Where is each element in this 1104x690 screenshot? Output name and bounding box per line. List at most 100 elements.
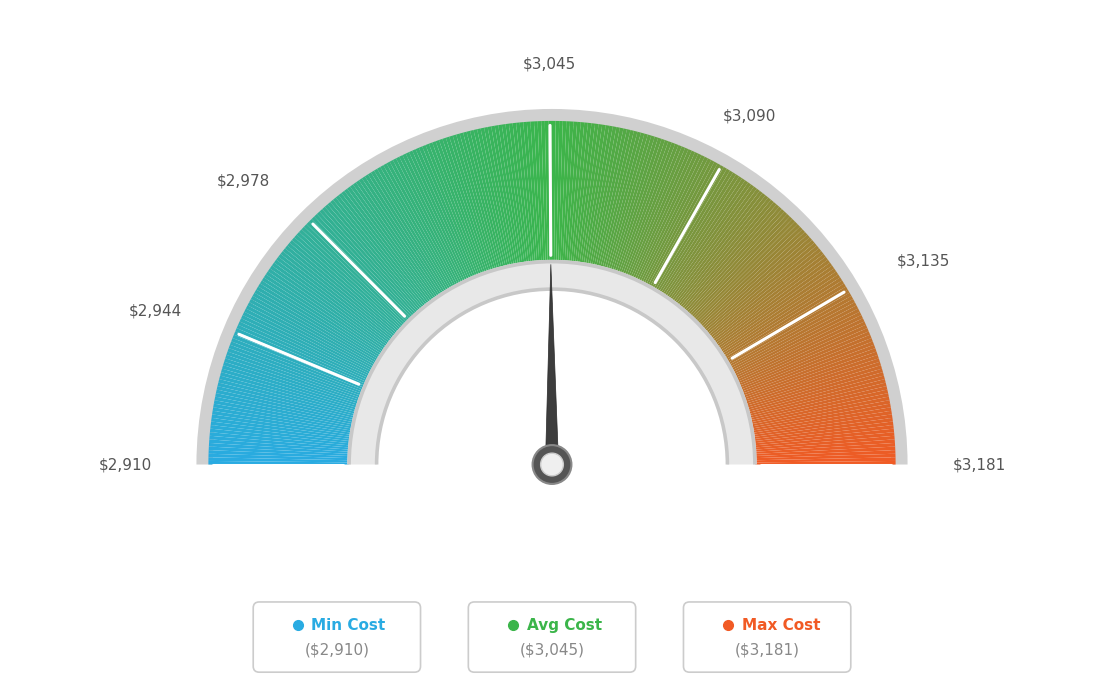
Wedge shape <box>214 400 352 428</box>
Wedge shape <box>736 318 864 380</box>
Wedge shape <box>699 227 803 326</box>
Wedge shape <box>755 450 895 458</box>
Wedge shape <box>215 393 353 424</box>
Wedge shape <box>586 126 613 264</box>
Wedge shape <box>240 318 368 380</box>
Wedge shape <box>348 260 756 464</box>
Wedge shape <box>681 200 774 309</box>
Wedge shape <box>733 308 860 374</box>
Wedge shape <box>659 172 736 293</box>
Wedge shape <box>498 125 522 264</box>
Wedge shape <box>209 450 349 458</box>
Wedge shape <box>488 126 516 265</box>
Wedge shape <box>527 121 539 262</box>
Wedge shape <box>620 141 671 274</box>
Wedge shape <box>291 237 400 332</box>
Wedge shape <box>752 404 891 431</box>
Wedge shape <box>673 188 760 303</box>
Wedge shape <box>244 308 371 374</box>
Wedge shape <box>311 217 412 319</box>
Wedge shape <box>268 268 385 351</box>
Text: $3,090: $3,090 <box>723 109 776 124</box>
Wedge shape <box>751 393 889 424</box>
Wedge shape <box>596 129 630 267</box>
Wedge shape <box>683 202 776 310</box>
Wedge shape <box>289 240 399 333</box>
Wedge shape <box>470 130 506 267</box>
Wedge shape <box>744 351 878 400</box>
Wedge shape <box>755 461 895 464</box>
Wedge shape <box>637 152 699 281</box>
Wedge shape <box>608 135 651 270</box>
Wedge shape <box>741 338 873 392</box>
Wedge shape <box>220 375 355 414</box>
Wedge shape <box>561 121 570 262</box>
Wedge shape <box>709 246 819 337</box>
Wedge shape <box>344 188 431 303</box>
Wedge shape <box>212 411 351 435</box>
Wedge shape <box>264 275 383 354</box>
Wedge shape <box>241 315 369 378</box>
Wedge shape <box>274 259 389 345</box>
Wedge shape <box>694 219 795 321</box>
Wedge shape <box>266 271 384 352</box>
Wedge shape <box>317 212 414 317</box>
Wedge shape <box>588 126 616 265</box>
Wedge shape <box>742 342 874 394</box>
Wedge shape <box>269 266 386 348</box>
Wedge shape <box>657 170 733 292</box>
Wedge shape <box>729 296 853 366</box>
Wedge shape <box>648 161 718 286</box>
Wedge shape <box>477 128 510 266</box>
Wedge shape <box>563 121 574 262</box>
Wedge shape <box>210 432 350 448</box>
Wedge shape <box>598 130 634 267</box>
Wedge shape <box>287 243 396 335</box>
Wedge shape <box>753 411 892 435</box>
Wedge shape <box>755 446 895 456</box>
Wedge shape <box>322 207 417 313</box>
Wedge shape <box>684 204 779 312</box>
Wedge shape <box>750 386 888 420</box>
Text: Min Cost: Min Cost <box>311 618 385 633</box>
Wedge shape <box>552 121 555 262</box>
Text: ($3,045): ($3,045) <box>520 642 584 658</box>
Wedge shape <box>736 322 866 382</box>
Wedge shape <box>495 125 520 264</box>
FancyBboxPatch shape <box>683 602 851 672</box>
Wedge shape <box>359 178 439 297</box>
Wedge shape <box>755 457 895 462</box>
Wedge shape <box>752 407 891 433</box>
Wedge shape <box>750 382 887 418</box>
Wedge shape <box>677 193 765 305</box>
Wedge shape <box>211 418 351 439</box>
Wedge shape <box>584 125 609 264</box>
Wedge shape <box>262 277 382 355</box>
Wedge shape <box>734 312 861 376</box>
Wedge shape <box>569 122 584 262</box>
Wedge shape <box>728 293 851 365</box>
Wedge shape <box>687 207 782 313</box>
Wedge shape <box>556 121 563 262</box>
Wedge shape <box>601 131 637 268</box>
Wedge shape <box>474 129 508 267</box>
Wedge shape <box>580 124 602 264</box>
Wedge shape <box>737 325 868 384</box>
FancyBboxPatch shape <box>253 602 421 672</box>
Wedge shape <box>224 358 359 404</box>
Wedge shape <box>348 260 756 464</box>
Wedge shape <box>615 138 661 272</box>
Wedge shape <box>751 390 888 422</box>
Wedge shape <box>353 182 436 299</box>
Wedge shape <box>643 157 708 284</box>
Wedge shape <box>623 142 676 275</box>
Wedge shape <box>665 178 745 297</box>
Text: $3,045: $3,045 <box>523 57 576 72</box>
Text: Avg Cost: Avg Cost <box>527 618 602 633</box>
Wedge shape <box>446 137 491 271</box>
Wedge shape <box>635 150 696 279</box>
Wedge shape <box>251 296 375 366</box>
Wedge shape <box>754 432 894 448</box>
Text: $2,978: $2,978 <box>216 173 269 188</box>
Wedge shape <box>212 414 351 437</box>
